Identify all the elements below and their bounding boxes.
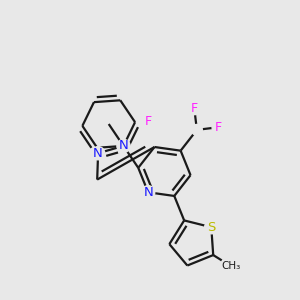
Text: N: N <box>143 186 153 199</box>
Circle shape <box>188 102 201 115</box>
Text: N: N <box>118 140 128 152</box>
Circle shape <box>191 124 202 135</box>
Circle shape <box>117 139 130 152</box>
Circle shape <box>142 115 155 128</box>
Text: N: N <box>93 147 103 160</box>
Circle shape <box>92 147 105 160</box>
Text: S: S <box>207 221 215 234</box>
Circle shape <box>205 220 218 234</box>
Text: CH₃: CH₃ <box>221 261 240 271</box>
Text: F: F <box>215 121 222 134</box>
Circle shape <box>212 121 225 134</box>
Text: F: F <box>145 115 152 128</box>
Text: F: F <box>191 102 198 115</box>
Circle shape <box>142 186 155 199</box>
Circle shape <box>221 256 241 276</box>
